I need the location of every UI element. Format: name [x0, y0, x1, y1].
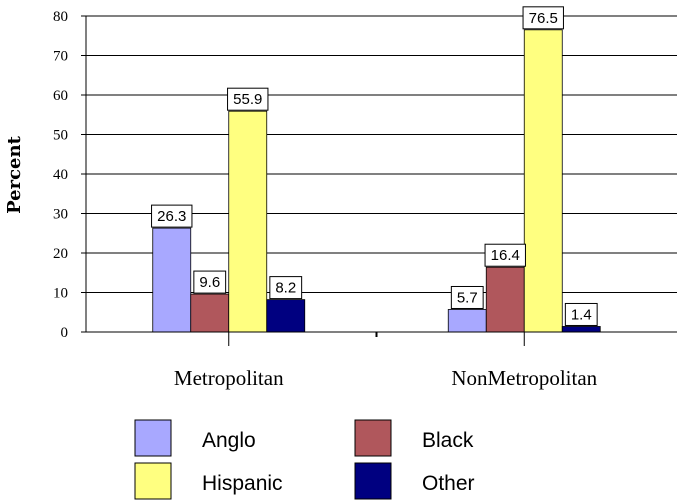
data-label: 5.7: [457, 289, 478, 306]
data-label-box: [564, 302, 598, 326]
legend-swatch-anglo: [134, 419, 172, 457]
bar-other: [266, 299, 306, 333]
legend-swatch-black: [354, 419, 392, 457]
y-tick-label: 10: [53, 286, 68, 302]
data-label: 76.5: [529, 10, 558, 27]
data-label: 55.9: [233, 91, 262, 108]
bar-black: [485, 266, 525, 333]
data-label: 26.3: [157, 208, 186, 225]
bars: [152, 29, 601, 333]
y-tick-label: 70: [53, 49, 68, 65]
bar-anglo: [152, 227, 192, 333]
data-label: 9.6: [199, 274, 220, 291]
y-tick-label: 50: [53, 128, 68, 144]
data-label-box: [151, 204, 193, 228]
y-tick-label: 80: [53, 9, 68, 25]
data-label-box: [193, 270, 227, 294]
data-label-box: [484, 243, 526, 267]
bar-hispanic: [228, 110, 268, 333]
data-label-box: [522, 6, 564, 30]
legend-label-anglo: Anglo: [202, 429, 256, 452]
bar-anglo: [447, 309, 487, 333]
data-label-box: [269, 276, 303, 300]
data-label-box: [227, 87, 269, 111]
axes: 0 10 20 30 40 50 60 70 80 Metropolitan NonMetropol…: [53, 9, 677, 390]
legend-label-hispanic: Hispanic: [202, 472, 283, 495]
legend-swatch-hispanic: [134, 462, 172, 500]
data-label: 1.4: [571, 306, 592, 323]
y-tick-label: 60: [53, 88, 68, 104]
bar-black: [190, 293, 230, 333]
data-labels: 26.3 9.6 55.9 8.2 5.7 16.4 76.5 1.4: [151, 6, 598, 326]
y-tick-label: 20: [53, 246, 68, 262]
data-label-box: [450, 285, 484, 309]
data-label: 8.2: [275, 280, 296, 297]
y-axis-title: Percent: [4, 135, 25, 213]
bar-hispanic: [523, 29, 563, 333]
y-tick-label: 40: [53, 167, 68, 183]
data-label: 16.4: [491, 247, 520, 264]
legend-label-black: Black: [422, 429, 474, 452]
x-category-label: Metropolitan: [174, 366, 284, 390]
y-tick-label: 0: [61, 325, 69, 341]
legend-swatch-other: [354, 462, 392, 500]
legend-label-other: Other: [422, 472, 475, 495]
y-tick-label: 30: [53, 207, 68, 223]
legend: Anglo Black Hispanic Other: [134, 419, 475, 500]
x-category-label: NonMetropolitan: [451, 366, 597, 390]
bar-other: [561, 326, 601, 333]
